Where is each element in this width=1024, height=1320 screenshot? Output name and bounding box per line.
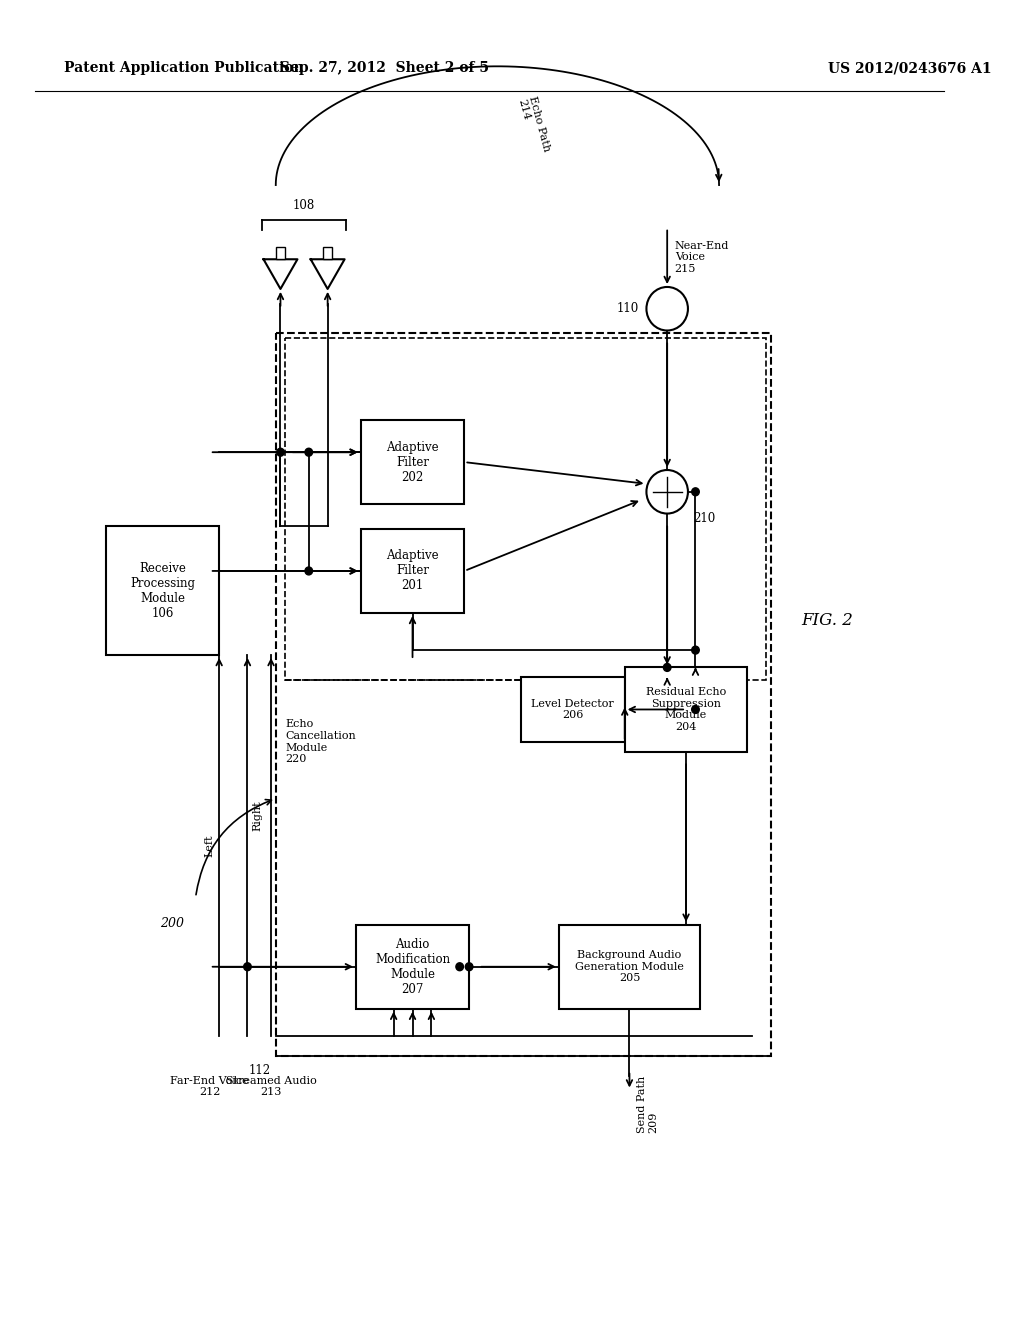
Bar xyxy=(324,247,332,259)
Circle shape xyxy=(305,449,312,457)
Text: 110: 110 xyxy=(616,302,639,315)
Bar xyxy=(559,925,700,1008)
Text: Adaptive
Filter
201: Adaptive Filter 201 xyxy=(386,549,439,593)
Bar xyxy=(275,334,771,1056)
Text: 210: 210 xyxy=(693,512,716,524)
Text: Sep. 27, 2012  Sheet 2 of 5: Sep. 27, 2012 Sheet 2 of 5 xyxy=(280,61,488,75)
Bar xyxy=(276,247,285,259)
Circle shape xyxy=(691,705,699,713)
Circle shape xyxy=(465,962,473,970)
Text: Background Audio
Generation Module
205: Background Audio Generation Module 205 xyxy=(575,950,684,983)
Bar xyxy=(360,529,465,612)
Text: Level Detector
206: Level Detector 206 xyxy=(531,698,614,721)
Text: Far-End Voice
212: Far-End Voice 212 xyxy=(170,1076,249,1097)
Circle shape xyxy=(664,664,671,672)
Text: FIG. 2: FIG. 2 xyxy=(802,612,853,628)
Text: Receive
Processing
Module
106: Receive Processing Module 106 xyxy=(130,562,196,619)
Text: Adaptive
Filter
202: Adaptive Filter 202 xyxy=(386,441,439,483)
Bar xyxy=(360,420,465,504)
Text: Audio
Modification
Module
207: Audio Modification Module 207 xyxy=(375,937,451,995)
Circle shape xyxy=(456,962,464,970)
Text: Right: Right xyxy=(252,800,262,832)
Circle shape xyxy=(305,568,312,576)
Circle shape xyxy=(691,488,699,496)
Text: Near-End
Voice
215: Near-End Voice 215 xyxy=(675,240,729,273)
Text: US 2012/0243676 A1: US 2012/0243676 A1 xyxy=(827,61,991,75)
Bar xyxy=(286,338,766,680)
Circle shape xyxy=(244,962,251,970)
Text: Patent Application Publication: Patent Application Publication xyxy=(63,61,303,75)
Circle shape xyxy=(276,449,285,457)
Bar xyxy=(521,677,625,742)
Bar xyxy=(625,668,748,751)
Text: Echo
Cancellation
Module
220: Echo Cancellation Module 220 xyxy=(286,719,356,764)
Text: Residual Echo
Suppression
Module
204: Residual Echo Suppression Module 204 xyxy=(646,688,726,731)
Text: 108: 108 xyxy=(293,199,315,211)
Circle shape xyxy=(691,647,699,655)
Bar xyxy=(105,527,219,655)
Text: Streamed Audio
213: Streamed Audio 213 xyxy=(225,1076,316,1097)
Text: Echo Path
214: Echo Path 214 xyxy=(516,95,552,156)
Text: 112: 112 xyxy=(249,1064,271,1077)
Bar xyxy=(356,925,469,1008)
Text: Left: Left xyxy=(205,834,214,857)
Text: 200: 200 xyxy=(160,917,184,931)
Text: Send Path
209: Send Path 209 xyxy=(637,1076,658,1133)
